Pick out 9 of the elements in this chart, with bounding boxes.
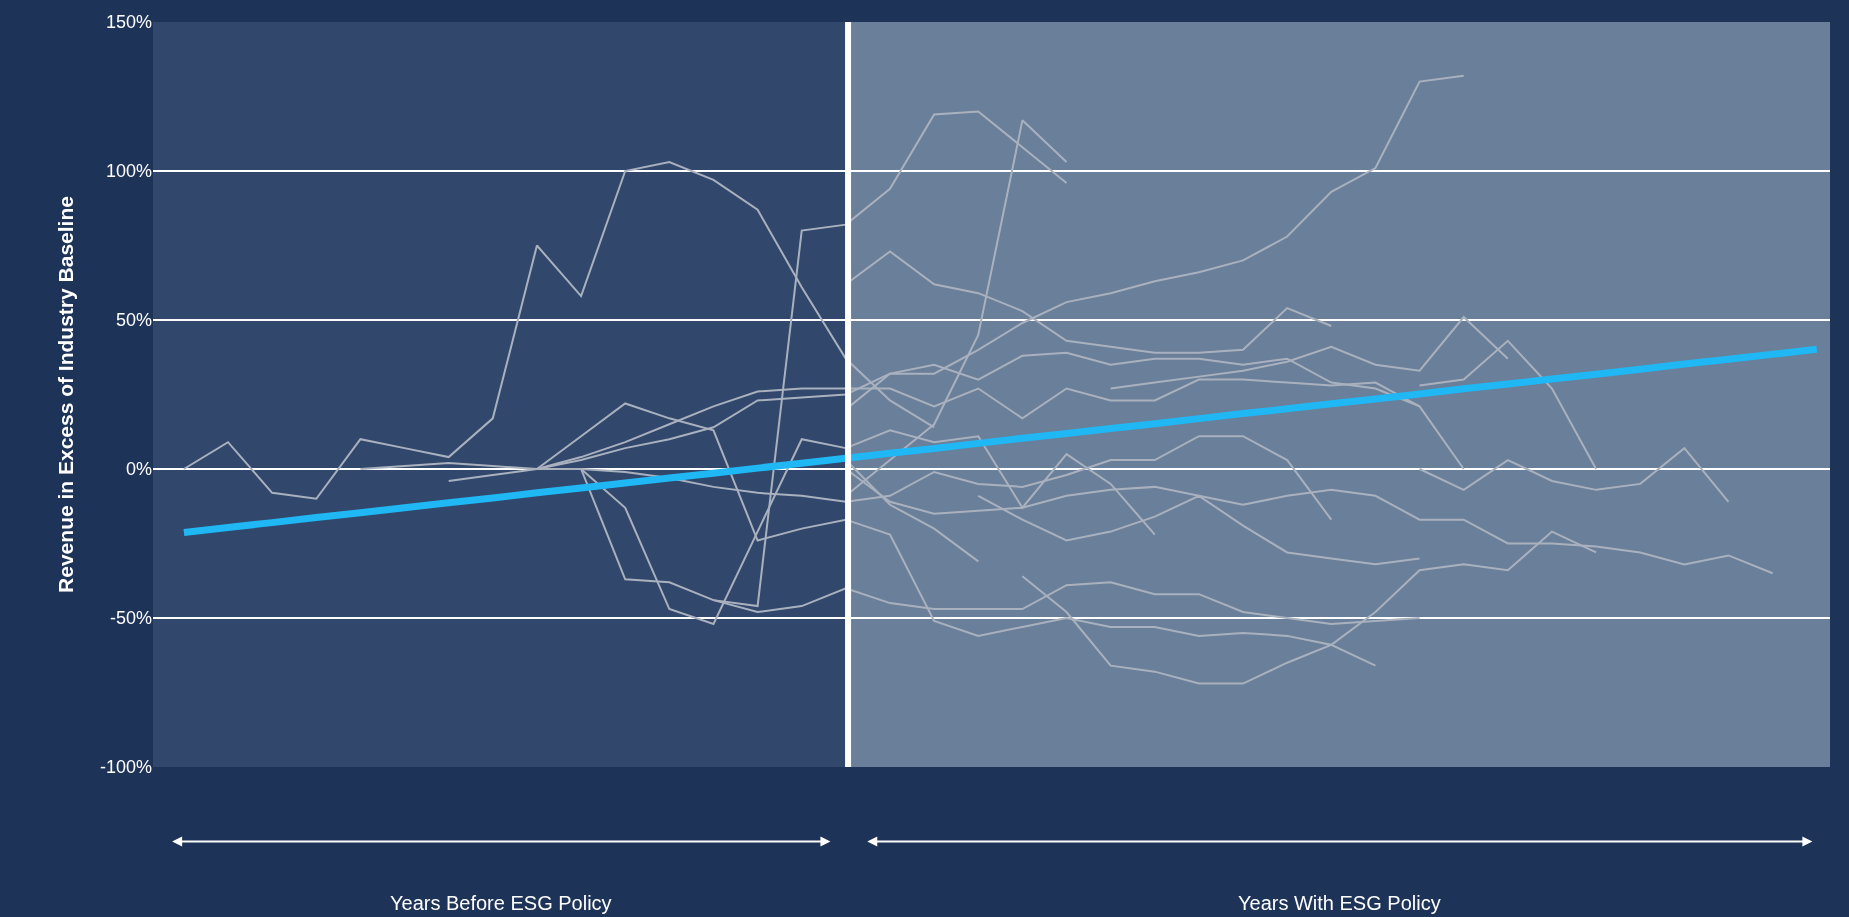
text: Years Before ESG Policy (390, 892, 612, 914)
y-tick-label: -100% (99, 757, 152, 778)
y-tick-label: -50% (109, 608, 152, 629)
y-tick-label: 100% (105, 161, 152, 182)
y-tick-label: 0% (125, 459, 152, 480)
y-tick-label: 150% (105, 12, 152, 33)
y-axis-title: Revenue in Excess of Industry Baseline (54, 196, 78, 593)
text: Years With ESG Policy (1238, 892, 1441, 914)
y-tick-label: 50% (115, 310, 152, 331)
